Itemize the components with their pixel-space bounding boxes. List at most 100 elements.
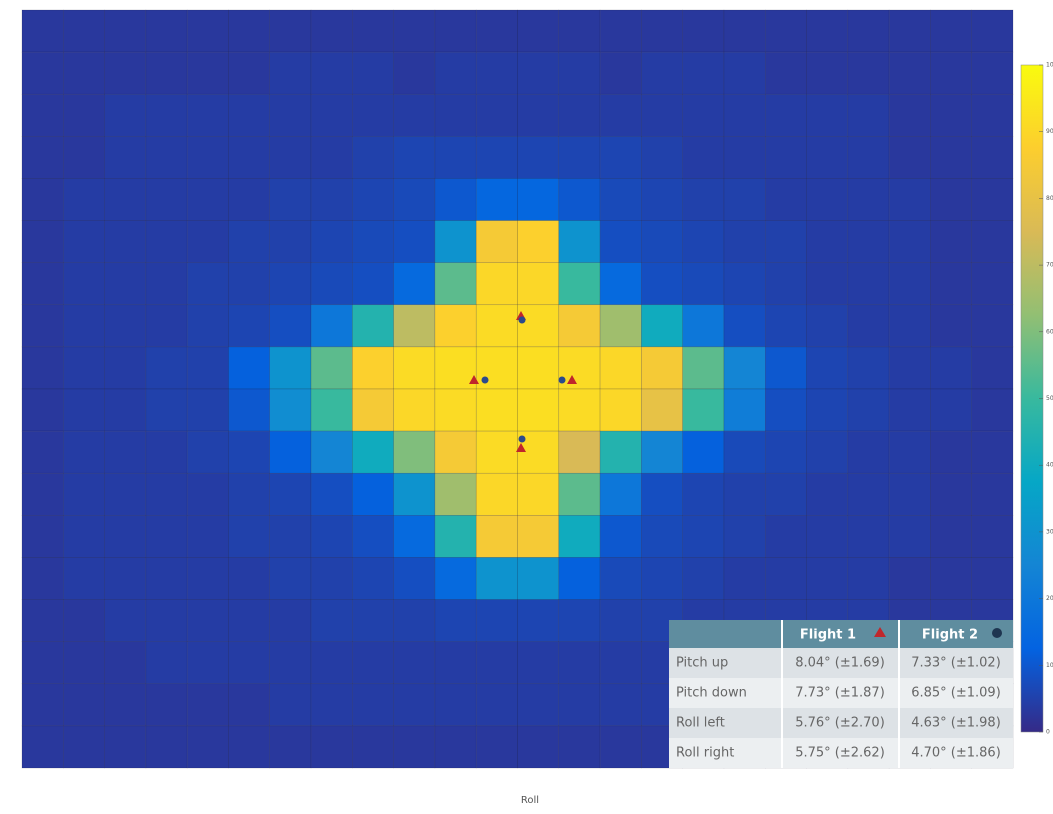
heat-cell xyxy=(972,305,1013,347)
heat-cell xyxy=(765,431,806,473)
heat-cell xyxy=(63,136,104,178)
heat-cell xyxy=(930,305,971,347)
heat-cell xyxy=(683,52,724,94)
heat-cell xyxy=(352,684,393,726)
heat-cell xyxy=(63,726,104,768)
heat-cell xyxy=(889,389,930,431)
heat-cell xyxy=(559,389,600,431)
heat-cell xyxy=(765,263,806,305)
heat-cell xyxy=(146,347,187,389)
heat-cell xyxy=(22,431,63,473)
heat-cell xyxy=(394,263,435,305)
heat-cell xyxy=(600,431,641,473)
heat-cell xyxy=(807,305,848,347)
heat-cell xyxy=(518,642,559,684)
heat-cell xyxy=(848,515,889,557)
heat-cell xyxy=(63,557,104,599)
heat-cell xyxy=(270,515,311,557)
heat-cell xyxy=(807,94,848,136)
heat-cell xyxy=(105,726,146,768)
heat-cell xyxy=(765,178,806,220)
heat-cell xyxy=(518,389,559,431)
heat-cell xyxy=(435,136,476,178)
heat-cell xyxy=(559,473,600,515)
heat-cell xyxy=(724,473,765,515)
heat-cell xyxy=(930,557,971,599)
heat-cell xyxy=(228,557,269,599)
heat-cell xyxy=(22,221,63,263)
heat-cell xyxy=(228,726,269,768)
heat-cell xyxy=(518,347,559,389)
heat-cell xyxy=(807,52,848,94)
heat-cell xyxy=(848,136,889,178)
heat-cell xyxy=(187,10,228,52)
heat-cell xyxy=(270,557,311,599)
heat-cell xyxy=(394,684,435,726)
heat-cell xyxy=(311,136,352,178)
table-cell: 4.63° (±1.98) xyxy=(911,716,1001,731)
heat-cell xyxy=(518,221,559,263)
heat-cell xyxy=(394,221,435,263)
heat-cell xyxy=(394,10,435,52)
heat-cell xyxy=(146,431,187,473)
heat-cell xyxy=(352,642,393,684)
heat-cell xyxy=(435,389,476,431)
heat-cell xyxy=(972,52,1013,94)
heat-cell xyxy=(765,136,806,178)
heat-cell xyxy=(63,684,104,726)
heat-cell xyxy=(435,726,476,768)
heat-cell xyxy=(435,263,476,305)
header-cell: Flight 1 xyxy=(800,628,856,643)
heat-cell xyxy=(435,473,476,515)
heat-cell xyxy=(930,263,971,305)
heat-cell xyxy=(311,726,352,768)
heat-cell xyxy=(683,136,724,178)
heat-cell xyxy=(105,515,146,557)
heat-cell xyxy=(22,347,63,389)
heat-cell xyxy=(187,52,228,94)
heat-cell xyxy=(228,347,269,389)
heat-cell xyxy=(22,10,63,52)
heat-cell xyxy=(146,263,187,305)
heat-cell xyxy=(352,347,393,389)
heat-cell xyxy=(228,178,269,220)
heat-cell xyxy=(518,10,559,52)
heat-cell xyxy=(187,178,228,220)
heat-cell xyxy=(683,431,724,473)
heat-cell xyxy=(228,473,269,515)
heat-cell xyxy=(22,263,63,305)
heat-cell xyxy=(600,136,641,178)
heat-cell xyxy=(228,136,269,178)
heat-cell xyxy=(311,473,352,515)
heat-cell xyxy=(476,94,517,136)
heat-cell xyxy=(352,473,393,515)
heat-cell xyxy=(146,684,187,726)
heat-cell xyxy=(559,600,600,642)
heat-cell xyxy=(435,178,476,220)
heat-cell xyxy=(105,557,146,599)
heat-cell xyxy=(187,600,228,642)
heat-cell xyxy=(724,431,765,473)
heat-cell xyxy=(807,263,848,305)
heat-cell xyxy=(476,305,517,347)
heat-cell xyxy=(228,263,269,305)
heat-cell xyxy=(724,305,765,347)
heat-cell xyxy=(476,473,517,515)
heat-cell xyxy=(476,52,517,94)
heat-cell xyxy=(22,600,63,642)
heat-cell xyxy=(270,431,311,473)
heat-cell xyxy=(765,389,806,431)
heat-cell xyxy=(724,94,765,136)
heat-cell xyxy=(394,431,435,473)
heat-cell xyxy=(518,94,559,136)
heat-cell xyxy=(228,684,269,726)
colorbar-tick-label: 70 xyxy=(1046,262,1053,269)
heat-cell xyxy=(518,305,559,347)
heat-cell xyxy=(559,557,600,599)
heat-cell xyxy=(22,557,63,599)
heat-cell xyxy=(807,347,848,389)
heat-cell xyxy=(641,473,682,515)
heat-cell xyxy=(270,178,311,220)
heat-cell xyxy=(641,347,682,389)
heat-cell xyxy=(311,263,352,305)
